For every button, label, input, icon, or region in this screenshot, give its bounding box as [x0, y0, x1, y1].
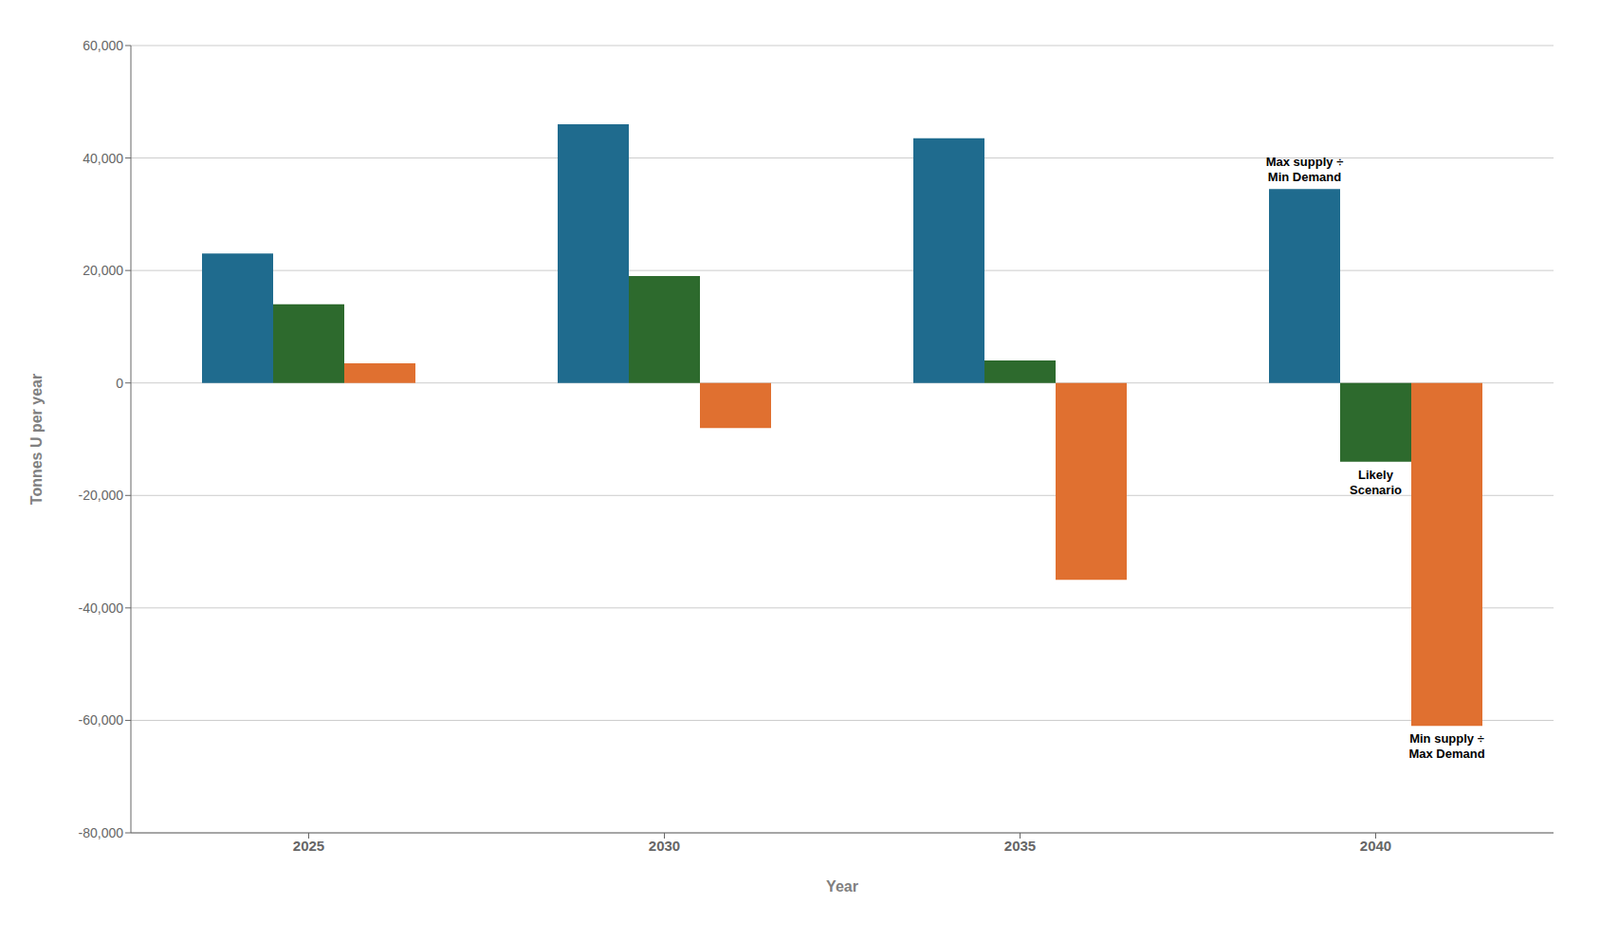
svg-text:-80,000: -80,000: [78, 825, 125, 841]
svg-text:Year: Year: [826, 878, 859, 895]
svg-text:Max supply ÷Min Demand: Max supply ÷Min Demand: [1266, 154, 1344, 184]
svg-text:0: 0: [115, 375, 124, 391]
svg-text:2035: 2035: [1004, 837, 1036, 854]
svg-text:60,000: 60,000: [82, 37, 124, 54]
svg-text:2025: 2025: [293, 837, 325, 854]
svg-text:-60,000: -60,000: [78, 712, 125, 728]
svg-text:LikelyScenario: LikelyScenario: [1349, 467, 1402, 497]
svg-text:2040: 2040: [1360, 837, 1392, 854]
svg-text:20,000: 20,000: [82, 262, 124, 278]
svg-text:Min supply ÷Max Demand: Min supply ÷Max Demand: [1408, 731, 1485, 761]
svg-text:-20,000: -20,000: [78, 487, 125, 503]
svg-text:Tonnes U per year: Tonnes U per year: [28, 373, 45, 505]
svg-text:2030: 2030: [648, 837, 681, 854]
svg-text:40,000: 40,000: [82, 150, 124, 166]
svg-text:-40,000: -40,000: [78, 600, 125, 616]
